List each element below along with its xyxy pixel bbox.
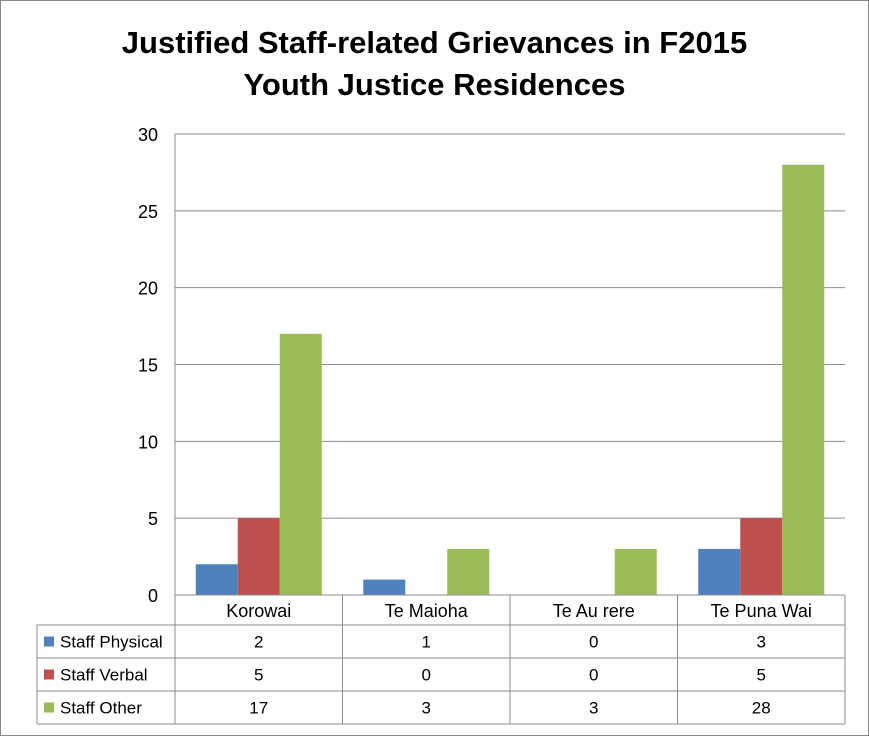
bar-staff-physical xyxy=(363,579,406,595)
x-category-label: Te Au rere xyxy=(553,601,635,621)
y-tick-label: 25 xyxy=(138,202,158,222)
bar-staff-other xyxy=(447,548,490,595)
y-tick-label: 15 xyxy=(138,356,158,376)
table-value: 28 xyxy=(752,699,771,718)
chart-title-line2: Youth Justice Residences xyxy=(243,67,626,102)
y-tick-label: 5 xyxy=(148,509,158,529)
bar-staff-verbal xyxy=(237,518,280,595)
legend-label: Staff Verbal xyxy=(60,666,148,685)
table-value: 3 xyxy=(589,699,598,718)
y-tick-label: 0 xyxy=(148,586,158,606)
x-category-label: Te Puna Wai xyxy=(711,601,812,621)
y-tick-label: 10 xyxy=(138,432,158,452)
bar-staff-physical xyxy=(195,564,238,595)
legend-label: Staff Other xyxy=(60,699,142,718)
table-value: 3 xyxy=(757,633,766,652)
y-tick-label: 20 xyxy=(138,279,158,299)
y-tick-label: 30 xyxy=(138,125,158,145)
table-value: 3 xyxy=(422,699,431,718)
legend-key-staff-physical xyxy=(44,636,54,647)
x-category-label: Te Maioha xyxy=(385,601,469,621)
table-value: 0 xyxy=(589,666,598,685)
table-value: 17 xyxy=(249,699,268,718)
bar-staff-other xyxy=(782,164,825,595)
bar-staff-verbal xyxy=(740,518,783,595)
table-value: 1 xyxy=(422,633,431,652)
chart-title-line1: Justified Staff-related Grievances in F2… xyxy=(121,25,748,60)
bar-staff-other xyxy=(279,333,322,595)
legend-key-staff-other xyxy=(44,702,54,713)
table-value: 2 xyxy=(254,633,263,652)
legend-label: Staff Physical xyxy=(60,633,163,652)
table-value: 5 xyxy=(254,666,263,685)
chart-title: Justified Staff-related Grievances in F2… xyxy=(0,22,869,106)
legend-key-staff-verbal xyxy=(44,669,54,680)
x-category-label: Korowai xyxy=(226,601,291,621)
table-value: 5 xyxy=(757,666,766,685)
bar-staff-other xyxy=(614,548,657,595)
bar-staff-physical xyxy=(698,548,741,595)
table-value: 0 xyxy=(422,666,431,685)
table-value: 0 xyxy=(589,633,598,652)
